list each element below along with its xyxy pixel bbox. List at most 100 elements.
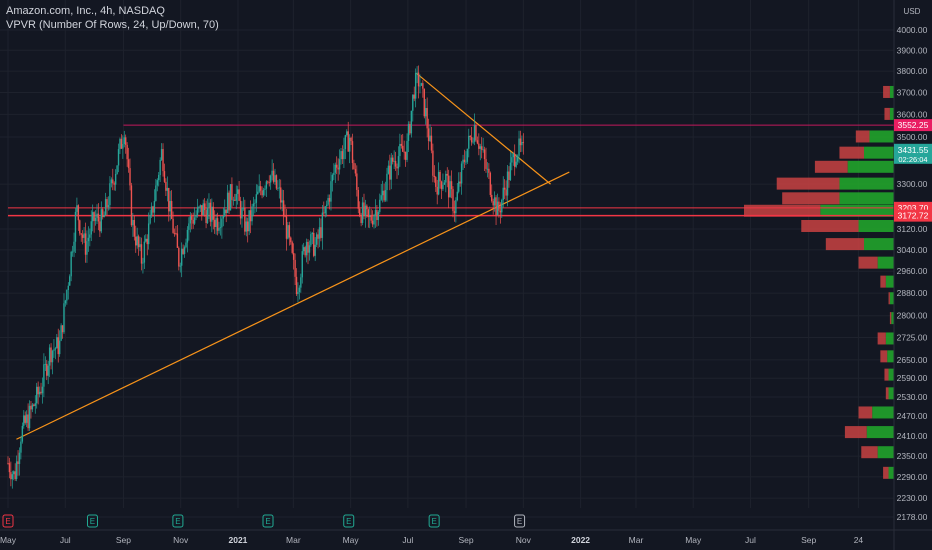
- candle-body: [330, 181, 332, 202]
- countdown-value: 02:26:04: [898, 155, 927, 164]
- candle-body: [334, 164, 336, 173]
- candle-body: [183, 247, 186, 254]
- time-tick-label: Mar: [629, 535, 644, 545]
- candle-body: [173, 232, 176, 234]
- candle-body: [462, 159, 464, 164]
- indicator-title[interactable]: VPVR (Number Of Rows, 24, Up/Down, 70): [6, 19, 219, 31]
- candle-body: [343, 149, 345, 160]
- candle-body: [216, 218, 219, 231]
- candle-body: [57, 337, 59, 355]
- candle-body: [163, 171, 166, 182]
- candle-body: [142, 262, 144, 264]
- candle-body: [392, 157, 394, 162]
- candle-body: [145, 238, 147, 242]
- candle-body: [442, 184, 444, 190]
- candle-body: [132, 220, 134, 226]
- level-price-tag[interactable]: [894, 209, 932, 222]
- candle-body: [379, 199, 381, 212]
- candle-body: [346, 131, 348, 136]
- candle-body: [169, 201, 171, 212]
- candle-body: [254, 202, 256, 204]
- trendline[interactable]: [415, 72, 551, 185]
- volume-profile-up-bar: [888, 466, 894, 479]
- candle-body: [281, 200, 283, 203]
- last-price-tag[interactable]: [894, 143, 932, 164]
- candle-body: [7, 462, 9, 464]
- candle-body: [133, 220, 136, 237]
- candle-body: [198, 207, 200, 208]
- candle-body: [28, 405, 31, 429]
- candle-body: [137, 236, 140, 248]
- candle-body: [305, 241, 308, 256]
- candle-body: [10, 472, 12, 480]
- candle-body: [406, 140, 408, 160]
- candle-body: [285, 216, 288, 239]
- price-tick-label: 2178.00: [897, 512, 928, 522]
- candle-body: [153, 200, 156, 213]
- earnings-marker[interactable]: [343, 514, 355, 528]
- candle-body: [69, 276, 71, 286]
- candle-body: [430, 135, 433, 151]
- candle-body: [89, 234, 91, 238]
- candle-body: [106, 199, 108, 208]
- time-tick-label: 24: [854, 535, 864, 545]
- candle-body: [512, 153, 514, 158]
- candle-body: [222, 216, 225, 219]
- candle-body: [66, 289, 68, 301]
- volume-profile-down-bar: [858, 406, 873, 419]
- candle-body: [113, 183, 115, 185]
- candle-body: [224, 209, 226, 217]
- candle-body: [264, 188, 266, 190]
- candle-body: [371, 220, 374, 225]
- volume-profile-up-bar: [877, 256, 894, 269]
- earnings-marker[interactable]: [262, 514, 274, 528]
- drawings[interactable]: [8, 72, 894, 440]
- candle-body: [238, 189, 240, 201]
- candle-body: [143, 241, 146, 263]
- candle-body: [109, 183, 111, 206]
- earnings-marker[interactable]: [428, 514, 440, 528]
- candle-body: [67, 285, 69, 290]
- earnings-marker[interactable]: [514, 514, 526, 528]
- price-tick-label: 3120.00: [897, 224, 928, 234]
- earnings-marker[interactable]: [2, 514, 14, 528]
- candles: [7, 65, 525, 489]
- level-price-tag[interactable]: [894, 119, 932, 132]
- candle-body: [433, 175, 436, 178]
- candle-body: [340, 151, 342, 160]
- candle-body: [56, 337, 58, 349]
- earnings-marker-label: E: [517, 517, 522, 526]
- earnings-marker[interactable]: [86, 514, 98, 528]
- level-price-value: 3172.72: [898, 211, 929, 221]
- candle-body: [491, 194, 493, 202]
- candle-body: [403, 151, 405, 153]
- candle-body: [412, 94, 414, 111]
- trendline[interactable]: [16, 171, 570, 440]
- candle-body: [125, 137, 127, 145]
- volume-profile-down-bar: [883, 85, 890, 98]
- earnings-marker[interactable]: [172, 514, 184, 528]
- candle-body: [320, 227, 322, 238]
- candle-body: [218, 227, 220, 231]
- candle-body: [386, 173, 388, 191]
- candle-body: [139, 244, 141, 248]
- candle-body: [64, 300, 67, 304]
- candle-body: [150, 206, 153, 215]
- symbol-title[interactable]: Amazon.com, Inc., 4h, NASDAQ: [6, 5, 165, 17]
- time-tick-label: Jul: [745, 535, 756, 545]
- volume-profile-up-bar: [889, 107, 894, 120]
- candle-body: [492, 201, 494, 206]
- candle-body: [239, 200, 242, 219]
- volume-profile-up-bar: [858, 219, 894, 232]
- candle-body: [453, 211, 456, 214]
- candle-body: [102, 209, 104, 218]
- candle-body: [236, 189, 239, 194]
- candle-body: [381, 190, 384, 196]
- candle-body: [188, 223, 190, 230]
- candle-body: [482, 149, 484, 151]
- level-price-value: 3203.70: [898, 203, 929, 213]
- candle-body: [245, 221, 247, 232]
